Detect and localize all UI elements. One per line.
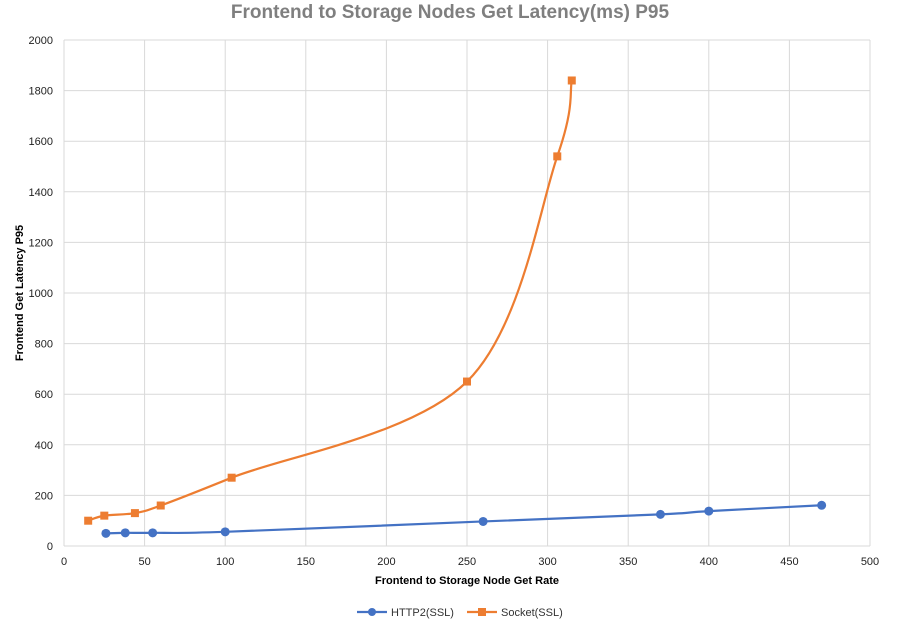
series-line [87, 80, 573, 522]
y-tick-label: 1200 [29, 237, 53, 249]
legend-label: HTTP2(SSL) [391, 607, 454, 619]
y-tick-label: 1800 [29, 86, 53, 98]
x-tick-label: 100 [216, 556, 234, 568]
legend-marker [368, 608, 376, 616]
data-point [101, 528, 111, 538]
data-point [704, 506, 714, 516]
x-tick-label: 300 [538, 556, 556, 568]
series-line [105, 504, 822, 535]
y-tick-label: 0 [47, 541, 53, 553]
legend-item: Socket(SSL) [467, 607, 563, 619]
axes: 0 50 100 150 200 250 300 350 400 450 500 0 200 400 600… [29, 35, 880, 568]
x-tick-label: 50 [138, 556, 150, 568]
x-tick-label: 500 [861, 556, 879, 568]
data-point [148, 528, 158, 538]
x-tick-label: 250 [458, 556, 476, 568]
legend-label: Socket(SSL) [501, 607, 563, 619]
y-tick-label: 2000 [29, 35, 53, 47]
y-tick-label: 1400 [29, 187, 53, 199]
data-point [84, 516, 93, 525]
legend-marker [478, 608, 486, 616]
data-point [567, 76, 576, 85]
data-point [130, 509, 139, 518]
data-point [553, 152, 562, 161]
x-axis-label: Frontend to Storage Node Get Rate [375, 575, 559, 587]
legend-item: HTTP2(SSL) [357, 607, 454, 619]
x-tick-label: 0 [61, 556, 67, 568]
x-tick-label: 450 [780, 556, 798, 568]
y-tick-label: 800 [35, 339, 53, 351]
x-tick-label: 350 [619, 556, 637, 568]
data-point [478, 516, 488, 526]
data-point [227, 473, 236, 482]
y-tick-label: 1600 [29, 136, 53, 148]
data-point [156, 501, 165, 510]
data-point [220, 527, 230, 537]
data-point [817, 500, 827, 510]
x-tick-label: 200 [377, 556, 395, 568]
series-0 [101, 500, 827, 538]
data-point [463, 377, 471, 386]
data-point [100, 511, 109, 520]
data-point [655, 509, 665, 519]
data-point [120, 528, 130, 538]
x-tick-label: 150 [297, 556, 315, 568]
y-tick-label: 1000 [29, 288, 53, 300]
y-axis-label: Frontend Get Latency P95 [14, 225, 26, 361]
y-tick-label: 200 [35, 490, 53, 502]
x-tick-label: 400 [700, 556, 718, 568]
grid [63, 39, 871, 547]
series-1 [84, 76, 576, 525]
y-tick-label: 600 [35, 389, 53, 401]
series-layer [84, 76, 827, 538]
y-tick-label: 400 [35, 440, 53, 452]
legend: HTTP2(SSL) Socket(SSL) [357, 607, 563, 619]
chart-title: Frontend to Storage Nodes Get Latency(ms… [231, 2, 670, 23]
